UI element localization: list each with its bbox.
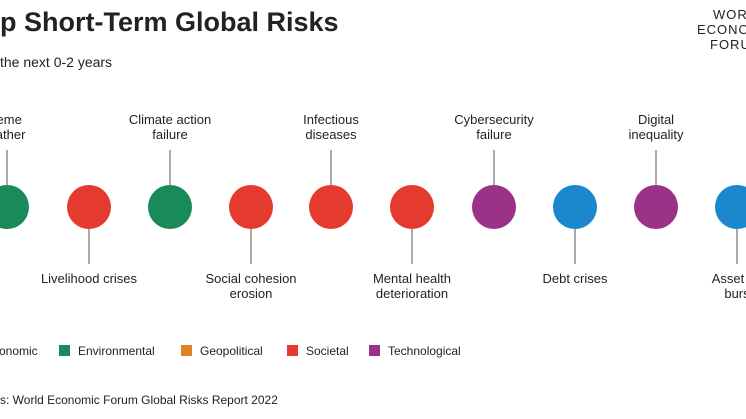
logo-line: FORU bbox=[710, 37, 746, 52]
logo-line: WOR bbox=[713, 7, 746, 22]
logo-line: ECONO bbox=[697, 22, 746, 37]
risk-label: inequality bbox=[629, 127, 684, 142]
risk-label: diseases bbox=[305, 127, 357, 142]
risk-node bbox=[553, 185, 597, 229]
legend-swatch bbox=[369, 345, 380, 356]
source: s: World Economic Forum Global Risks Rep… bbox=[0, 393, 278, 407]
risk-label: Asset bu bbox=[712, 271, 746, 286]
risk-label: Social cohesion bbox=[205, 271, 296, 286]
title: p Short-Term Global Risks bbox=[0, 7, 339, 37]
legend-swatch bbox=[181, 345, 192, 356]
risk-node bbox=[67, 185, 111, 229]
risk-label: reme bbox=[0, 112, 22, 127]
risk-node bbox=[0, 185, 29, 229]
legend-label: Geopolitical bbox=[200, 344, 263, 358]
risk-node bbox=[229, 185, 273, 229]
legend-label: Environmental bbox=[78, 344, 155, 358]
legend-swatch bbox=[59, 345, 70, 356]
risk-label: Cybersecurity bbox=[454, 112, 534, 127]
risk-node bbox=[309, 185, 353, 229]
risk-node bbox=[634, 185, 678, 229]
legend-label: onomic bbox=[0, 344, 38, 358]
risk-label: Mental health bbox=[373, 271, 451, 286]
risk-node bbox=[390, 185, 434, 229]
risk-label: Climate action bbox=[129, 112, 211, 127]
risk-label: burs bbox=[724, 286, 746, 301]
subtitle: the next 0-2 years bbox=[0, 54, 112, 70]
risk-label: Debt crises bbox=[542, 271, 608, 286]
risk-label: deterioration bbox=[376, 286, 448, 301]
risk-label: Infectious bbox=[303, 112, 359, 127]
risk-label: Livelihood crises bbox=[41, 271, 138, 286]
risk-label: failure bbox=[152, 127, 187, 142]
risk-label: failure bbox=[476, 127, 511, 142]
legend-label: Societal bbox=[306, 344, 349, 358]
risk-label: eather bbox=[0, 127, 26, 142]
legend-swatch bbox=[287, 345, 298, 356]
risk-label: Digital bbox=[638, 112, 674, 127]
risk-label: erosion bbox=[230, 286, 273, 301]
legend-label: Technological bbox=[388, 344, 461, 358]
risk-node bbox=[715, 185, 746, 229]
risk-node bbox=[148, 185, 192, 229]
risk-node bbox=[472, 185, 516, 229]
